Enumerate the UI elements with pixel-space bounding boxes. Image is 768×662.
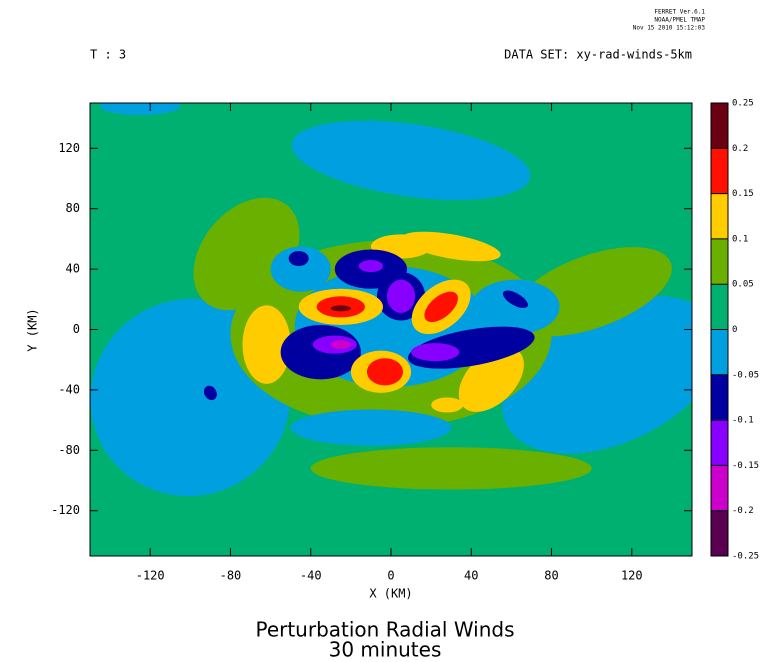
dataset-label: DATA SET: xy-rad-winds-5km	[504, 48, 692, 62]
colorbar-swatch	[711, 193, 728, 239]
colorbar-label: -0.25	[732, 552, 759, 562]
contour-region	[431, 397, 464, 413]
colorbar-swatch	[711, 465, 728, 511]
contour-region	[411, 343, 460, 362]
time-label: T : 3	[90, 48, 126, 62]
colorbar-label: 0.15	[732, 189, 754, 199]
y-axis-label: Y (KM)	[26, 308, 40, 351]
chart-subtitle: 30 minutes	[329, 638, 442, 662]
colorbar-swatch	[711, 238, 728, 285]
y-tick-label: 0	[73, 322, 80, 336]
program-line: Nov 15 2010 15:12:03	[633, 25, 706, 32]
contour-region	[471, 279, 560, 335]
colorbar-label: -0.1	[732, 416, 754, 426]
contour-region	[386, 279, 416, 313]
contour-region	[310, 447, 592, 490]
colorbar-label: -0.05	[732, 370, 759, 380]
contour-region	[290, 409, 452, 446]
colorbar-label: -0.15	[732, 461, 759, 471]
chart-title: Perturbation Radial Winds	[255, 618, 514, 642]
x-tick-label: -120	[136, 569, 165, 583]
colorbar-swatch	[711, 284, 728, 330]
x-tick-label: 0	[387, 569, 394, 583]
colorbar-swatch	[711, 148, 728, 194]
colorbar-swatch	[711, 329, 728, 375]
contour-region	[358, 260, 383, 273]
x-tick-label: 40	[464, 569, 478, 583]
y-tick-label: -80	[58, 443, 80, 457]
y-tick-label: 40	[66, 262, 80, 276]
contour-region	[242, 305, 291, 384]
colorbar-label: 0.2	[732, 144, 748, 154]
contour-region	[291, 120, 531, 200]
contour-field	[90, 103, 692, 556]
colorbar-label: 0.1	[732, 234, 748, 244]
contour-region	[366, 358, 404, 386]
x-tick-label: -40	[300, 569, 322, 583]
y-tick-label: 80	[66, 201, 80, 215]
contour-region	[502, 290, 528, 309]
x-tick-label: 80	[544, 569, 558, 583]
contour-region	[330, 305, 351, 312]
program-line: FERRET Ver.6.1	[654, 9, 705, 16]
contour-region	[288, 250, 309, 267]
colorbar-label: 0.25	[732, 99, 754, 109]
contour-region	[100, 103, 181, 116]
colorbar-swatch	[711, 374, 728, 421]
contour-region	[401, 231, 501, 262]
contour-region	[424, 291, 458, 323]
x-tick-label: -80	[220, 569, 242, 583]
x-axis-label: X (KM)	[369, 587, 412, 601]
y-tick-label: 120	[58, 141, 80, 155]
colorbar-label: -0.2	[732, 506, 754, 516]
colorbar-label: 0	[732, 325, 737, 335]
colorbar-label: 0.05	[732, 280, 754, 290]
contour-region	[280, 324, 361, 380]
colorbar-swatch	[711, 510, 728, 556]
colorbar-swatch	[711, 420, 728, 466]
contour-region	[203, 385, 217, 401]
contour-region	[330, 340, 351, 350]
program-line: NOAA/PMEL TMAP	[654, 17, 705, 24]
y-tick-label: -40	[58, 382, 80, 396]
y-tick-label: -120	[51, 503, 80, 517]
x-tick-label: 120	[621, 569, 643, 583]
contour-region	[270, 246, 331, 292]
colorbar-swatch	[711, 103, 728, 149]
